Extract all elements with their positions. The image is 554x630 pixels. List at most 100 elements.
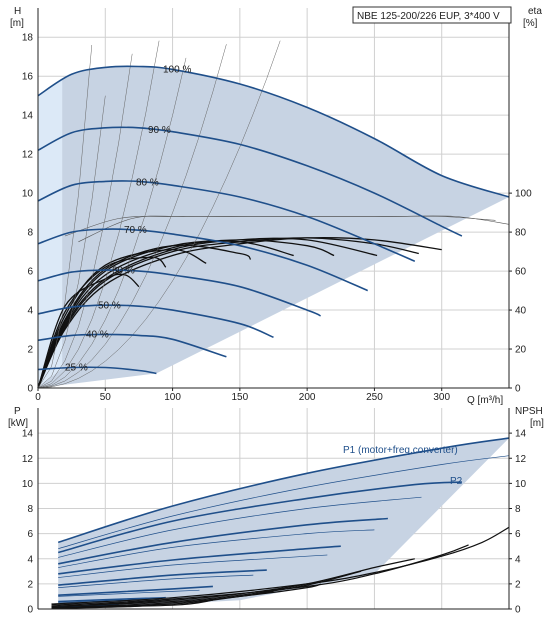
- head-tick-label: 12: [22, 150, 34, 161]
- chart-title-box: [352, 6, 512, 24]
- efficiency-curve: [37, 240, 294, 389]
- head-tick-label: 16: [22, 72, 34, 83]
- head-curve: [37, 269, 321, 317]
- system-curve: [37, 40, 281, 389]
- power-p1-curve: [58, 585, 213, 596]
- efficiency-curve: [37, 248, 207, 389]
- power-operating-region: [58, 438, 509, 607]
- power-p2-curve: [58, 589, 200, 597]
- head-curve: [37, 333, 227, 358]
- power-tick-label: 14: [22, 429, 34, 440]
- eta-tick-label: 0: [515, 384, 521, 395]
- system-curve: [37, 53, 133, 389]
- tick-labels: 0 50 100 150 200 250 3000246810121416180204060…: [22, 33, 532, 616]
- npsh-tick-label: 4: [515, 554, 521, 565]
- head-axis-unit: [m]: [10, 18, 24, 29]
- axes: [37, 8, 512, 610]
- flow-tick-label: 250: [366, 392, 383, 403]
- head-tick-label: 14: [22, 111, 34, 122]
- efficiency-curve: [37, 256, 167, 389]
- eta-tick-label: 80: [515, 228, 527, 239]
- npsh-tick-label: 2: [515, 579, 521, 590]
- power-p2-curve: [58, 455, 510, 550]
- system-curve: [37, 95, 106, 389]
- efficiency-thin-curve: [78, 215, 510, 243]
- curves: 100 % 90 % 80 % 70 % 60 % 50 % 40 % 25 %: [37, 40, 510, 609]
- system-curve: [37, 44, 227, 389]
- head-curve: [37, 126, 463, 237]
- npsh-curve: [51, 603, 160, 609]
- power-tick-label: 0: [27, 605, 33, 616]
- eta-tick-label: 60: [515, 267, 527, 278]
- power-p1-curve: [57, 481, 462, 554]
- power-p1-curve: [57, 437, 510, 544]
- speed-label: 50 %: [98, 300, 121, 311]
- power-tick-label: 4: [27, 554, 33, 565]
- speed-label: 90 %: [148, 125, 171, 136]
- head-tick-label: 0: [27, 384, 33, 395]
- speed-label: 80 %: [136, 177, 159, 188]
- flow-tick-label: 150: [232, 392, 249, 403]
- flow-axis-label: Q [m³/h]: [467, 395, 503, 406]
- head-tick-label: 10: [22, 189, 34, 200]
- system-curve: [37, 44, 93, 389]
- power-p1-curve: [58, 517, 388, 565]
- npsh-tick-label: 12: [515, 454, 527, 465]
- eta-axis-unit: [%]: [523, 18, 538, 29]
- npsh-tick-label: 0: [515, 605, 521, 616]
- power-tick-label: 6: [27, 529, 33, 540]
- head-tick-label: 8: [27, 228, 33, 239]
- power-p2-curve: [58, 574, 254, 588]
- eta-tick-label: 40: [515, 306, 527, 317]
- power-axis-unit: [kW]: [8, 418, 28, 429]
- npsh-tick-label: 8: [515, 504, 521, 515]
- npsh-tick-label: 6: [515, 529, 521, 540]
- speed-label: 100 %: [163, 64, 191, 75]
- power-p1-curve: [58, 569, 267, 586]
- power-p2-curve: [58, 554, 328, 578]
- flow-tick-label: 300: [433, 392, 450, 403]
- head-curve: [37, 304, 274, 339]
- head-axis-label: H: [14, 6, 21, 17]
- efficiency-curve: [37, 273, 140, 389]
- efficiency-curve: [37, 239, 335, 389]
- chart-title: NBE 125-200/226 EUP, 3*400 V: [357, 11, 500, 22]
- head-tick-label: 4: [27, 306, 33, 317]
- npsh-curve: [51, 526, 510, 605]
- flow-tick-label: 50: [100, 392, 112, 403]
- npsh-axis-label: NPSH: [515, 406, 543, 417]
- speed-label: 25 %: [65, 363, 88, 374]
- head-curve: [37, 228, 369, 292]
- power-tick-label: 2: [27, 579, 33, 590]
- eta-axis-label: eta: [528, 6, 542, 17]
- speed-label: 70 %: [124, 225, 147, 236]
- power-p1-curve: [58, 545, 341, 575]
- npsh-curve: [51, 570, 362, 608]
- flow-tick-label: 100: [164, 392, 181, 403]
- efficiency-curve: [37, 237, 419, 389]
- power-tick-label: 8: [27, 504, 33, 515]
- head-curve: [37, 366, 157, 375]
- head-curve: [37, 180, 416, 263]
- power-p2-curve: [58, 496, 422, 558]
- power-tick-label: 10: [22, 479, 34, 490]
- npsh-axis-unit: [m]: [530, 418, 544, 429]
- head-tick-label: 6: [27, 267, 33, 278]
- p1-annotation: P1 (motor+freq.converter): [343, 445, 458, 456]
- system-curve: [37, 40, 160, 389]
- head-curve: [37, 65, 510, 198]
- power-axis-label: P: [14, 406, 21, 417]
- power-p2-curve: [58, 529, 375, 568]
- power-p1-curve: [58, 596, 166, 603]
- head-tick-label: 18: [22, 33, 34, 44]
- speed-label: 40 %: [86, 330, 109, 341]
- head-tick-label: 2: [27, 345, 33, 356]
- eta-tick-label: 100: [515, 189, 532, 200]
- flow-tick-label: 0: [35, 392, 41, 403]
- eta-tick-label: 20: [515, 345, 527, 356]
- npsh-tick-label: 14: [515, 429, 527, 440]
- speed-label: 60 %: [112, 266, 135, 277]
- power-tick-label: 12: [22, 454, 34, 465]
